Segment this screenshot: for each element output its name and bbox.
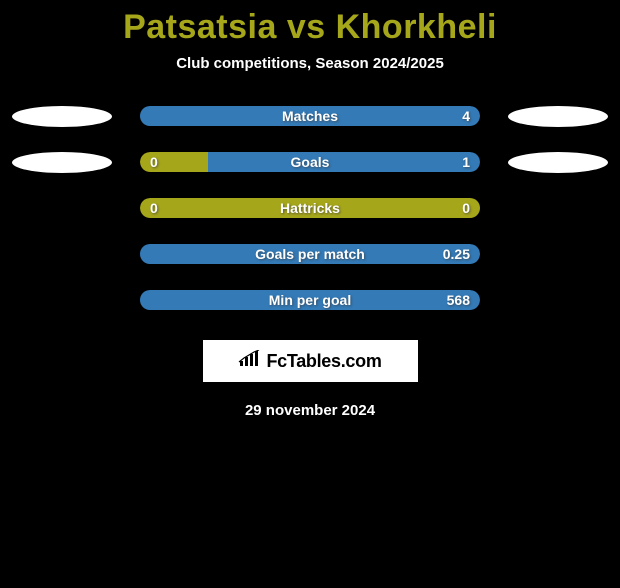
stat-row: 00Hattricks — [0, 198, 620, 218]
page-title: Patsatsia vs Khorkheli — [0, 8, 620, 47]
stat-row: 568Min per goal — [0, 290, 620, 310]
stat-bar: 0.25Goals per match — [140, 244, 480, 264]
bar-right-fill — [208, 152, 480, 172]
bar-right-fill — [140, 290, 480, 310]
comparison-chart: 4Matches 01Goals 00Hattricks 0.25Goals per … — [0, 106, 620, 310]
stat-bar: 00Hattricks — [140, 198, 480, 218]
stat-row: 01Goals — [0, 152, 620, 172]
bar-right-fill — [140, 106, 480, 126]
bar-left-fill — [140, 152, 208, 172]
bar-right-fill — [140, 244, 480, 264]
brand-text: FcTables.com — [266, 351, 381, 372]
player-left-ellipse — [12, 106, 112, 127]
stat-row: 4Matches — [0, 106, 620, 126]
stat-bar: 4Matches — [140, 106, 480, 126]
player-right-ellipse — [508, 152, 608, 173]
stat-bar: 01Goals — [140, 152, 480, 172]
player-left-ellipse — [12, 152, 112, 173]
player-right-ellipse — [508, 106, 608, 127]
chart-icon — [238, 350, 260, 373]
stat-row: 0.25Goals per match — [0, 244, 620, 264]
subtitle: Club competitions, Season 2024/2025 — [0, 55, 620, 72]
date-text: 29 november 2024 — [0, 402, 620, 419]
brand-badge: FcTables.com — [203, 340, 418, 382]
bar-left-fill — [140, 198, 480, 218]
stat-bar: 568Min per goal — [140, 290, 480, 310]
